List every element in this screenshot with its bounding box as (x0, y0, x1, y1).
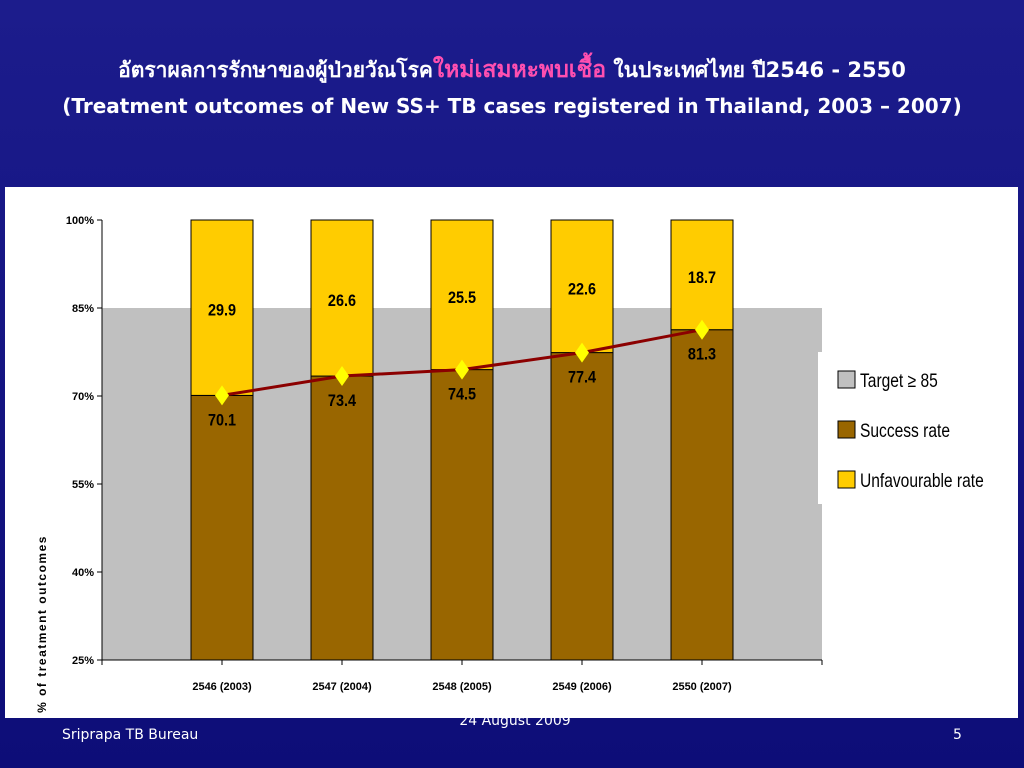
title-part: อัตราผลการรักษาของผู้ป่วยวัณโรค (118, 58, 433, 82)
value-label: 77.4 (568, 369, 596, 387)
unfavourable-bar (430, 219, 494, 371)
success-bar (670, 329, 734, 661)
success-marker (335, 366, 349, 387)
legend-swatch (837, 370, 856, 389)
x-tick-label: 2548 (2005) (432, 681, 492, 693)
value-label: 25.5 (448, 289, 476, 307)
legend-swatch (837, 420, 856, 439)
value-label: 74.5 (448, 386, 476, 404)
unfavourable-bar (190, 219, 254, 396)
y-tick-label: 70% (72, 391, 94, 403)
subtitle: (Treatment outcomes of New SS+ TB cases … (62, 94, 962, 118)
y-tick-label: 40% (72, 567, 94, 579)
success-bar (190, 394, 254, 661)
success-marker (215, 385, 229, 406)
footer-center: 24 August 2009 (459, 713, 571, 729)
x-tick-label: 2550 (2007) (672, 681, 732, 693)
legend-swatch (837, 470, 856, 489)
value-label: 18.7 (688, 269, 716, 287)
x-tick-label: 2547 (2004) (312, 681, 372, 693)
success-marker (695, 319, 709, 340)
value-label: 29.9 (208, 302, 236, 320)
success-bar (550, 352, 614, 661)
y-tick-label: 100% (66, 215, 94, 227)
success-bar (430, 369, 494, 661)
value-label: 81.3 (688, 346, 716, 364)
legend-label: Unfavourable rate (860, 470, 984, 492)
value-label: 22.6 (568, 280, 596, 298)
unfavourable-bar (670, 219, 734, 331)
y-tick-label: 85% (72, 303, 94, 315)
title: อัตราผลการรักษาของผู้ป่วยวัณโรคใหม่เสมหะ… (0, 52, 1024, 88)
chart: % of treatment outcomes 25% 40% 55% 70% 85% 1… (5, 187, 1018, 718)
unfavourable-bar (550, 219, 614, 354)
value-label: 26.6 (328, 292, 356, 310)
x-tick-label: 2546 (2003) (192, 681, 252, 693)
title-part: ใหม่เสมหะพบเชื้อ (432, 57, 607, 83)
x-tick-label: 2549 (2006) (552, 681, 612, 693)
legend-label: Success rate (860, 420, 950, 442)
footer-left: Sriprapa TB Bureau (62, 727, 199, 743)
value-label: 70.1 (208, 411, 236, 429)
unfavourable-bar (310, 219, 374, 377)
success-marker (455, 359, 469, 380)
y-axis-label: % of treatment outcomes (35, 535, 49, 713)
y-tick-label: 55% (72, 479, 94, 491)
legend-label: Target ≥ 85 (860, 370, 938, 392)
title-part: ในประเทศไทย ปี2546 - 2550 (606, 58, 906, 82)
success-bar (310, 375, 374, 661)
success-marker (575, 342, 589, 363)
y-tick-label: 25% (72, 655, 94, 667)
footer-right: 5 (953, 727, 962, 743)
value-label: 73.4 (328, 392, 356, 410)
